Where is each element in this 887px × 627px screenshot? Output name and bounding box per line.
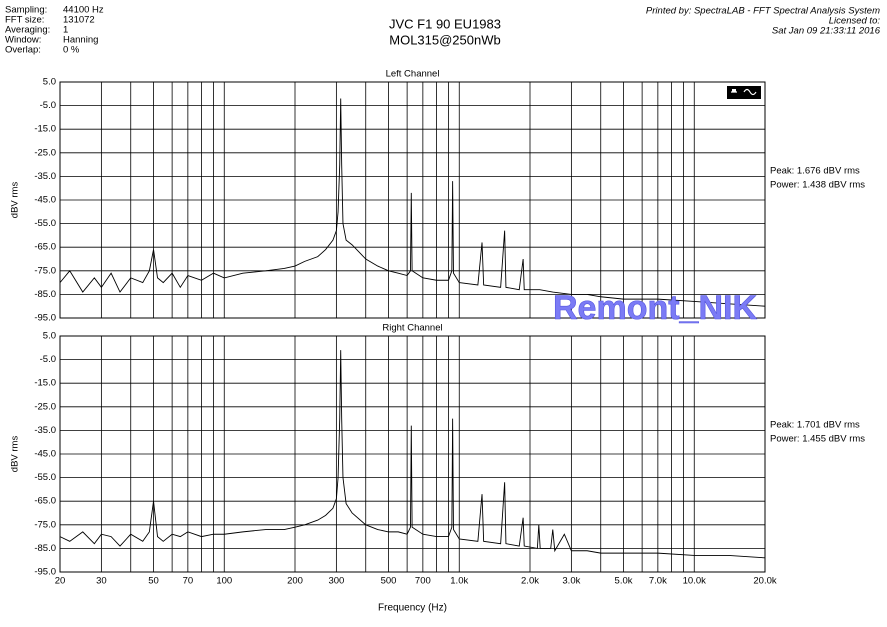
y-tick-label: -5.0 bbox=[40, 354, 56, 365]
y-tick-label: -15.0 bbox=[34, 378, 56, 389]
y-axis-label: dBV rms bbox=[10, 436, 21, 473]
setting-label: Sampling: bbox=[5, 5, 47, 16]
licensed: Licensed to: bbox=[829, 16, 881, 27]
setting-value: 131072 bbox=[63, 15, 95, 26]
spectrum-line bbox=[59, 98, 766, 307]
setting-label: Averaging: bbox=[5, 25, 50, 36]
y-tick-label: -75.0 bbox=[34, 519, 56, 530]
panel-title: Left Channel bbox=[386, 69, 440, 80]
y-tick-label: -35.0 bbox=[34, 171, 56, 182]
printed-by: Printed by: SpectraLAB - FFT Spectral An… bbox=[646, 6, 880, 17]
x-tick-label: 3.0k bbox=[562, 576, 580, 587]
x-tick-label: 20 bbox=[55, 576, 66, 587]
y-tick-label: -5.0 bbox=[40, 100, 56, 111]
x-tick-label: 30 bbox=[96, 576, 107, 587]
date: Sat Jan 09 21:33:11 2016 bbox=[772, 26, 881, 37]
setting-value: 1 bbox=[63, 25, 68, 36]
y-tick-label: 5.0 bbox=[43, 77, 56, 88]
y-axis-label: dBV rms bbox=[10, 182, 21, 219]
x-tick-label: 70 bbox=[183, 576, 194, 587]
setting-value: 44100 Hz bbox=[63, 5, 104, 16]
y-tick-label: -85.0 bbox=[34, 543, 56, 554]
x-tick-label: 100 bbox=[216, 576, 232, 587]
chart-subtitle: MOL315@250nWb bbox=[389, 32, 500, 47]
annotation: Peak: 1.701 dBV rms bbox=[770, 420, 860, 431]
y-tick-label: -15.0 bbox=[34, 124, 56, 135]
setting-label: Window: bbox=[5, 35, 41, 46]
annotation: Power: 1.438 dBV rms bbox=[770, 180, 865, 191]
y-tick-label: -95.0 bbox=[34, 567, 56, 578]
y-tick-label: -95.0 bbox=[34, 313, 56, 324]
x-tick-label: 2.0k bbox=[521, 576, 539, 587]
y-tick-label: -45.0 bbox=[34, 195, 56, 206]
setting-label: Overlap: bbox=[5, 45, 41, 56]
x-tick-label: 10.0k bbox=[683, 576, 706, 587]
x-tick-label: 7.0k bbox=[649, 576, 667, 587]
y-tick-label: -65.0 bbox=[34, 496, 56, 507]
legend-icon bbox=[727, 86, 761, 99]
x-axis-label: Frequency (Hz) bbox=[378, 603, 447, 614]
y-tick-label: -25.0 bbox=[34, 401, 56, 412]
y-tick-label: -45.0 bbox=[34, 449, 56, 460]
x-tick-label: 50 bbox=[148, 576, 159, 587]
panel-title: Right Channel bbox=[382, 323, 442, 334]
x-tick-label: 500 bbox=[381, 576, 397, 587]
annotation: Power: 1.455 dBV rms bbox=[770, 434, 865, 445]
annotation: Peak: 1.676 dBV rms bbox=[770, 166, 860, 177]
x-tick-label: 700 bbox=[415, 576, 431, 587]
x-tick-label: 300 bbox=[328, 576, 344, 587]
y-tick-label: -85.0 bbox=[34, 289, 56, 300]
y-tick-label: -55.0 bbox=[34, 218, 56, 229]
y-tick-label: -25.0 bbox=[34, 147, 56, 158]
setting-value: Hanning bbox=[63, 35, 98, 46]
y-tick-label: 5.0 bbox=[43, 331, 56, 342]
setting-value: 0 % bbox=[63, 45, 80, 56]
plot-frame bbox=[59, 81, 766, 319]
x-tick-label: 1.0k bbox=[450, 576, 468, 587]
y-tick-label: -55.0 bbox=[34, 472, 56, 483]
y-tick-label: -75.0 bbox=[34, 265, 56, 276]
plot-frame bbox=[59, 335, 766, 573]
x-tick-label: 5.0k bbox=[615, 576, 633, 587]
setting-label: FFT size: bbox=[5, 15, 44, 26]
y-tick-label: -65.0 bbox=[34, 242, 56, 253]
x-tick-label: 200 bbox=[287, 576, 303, 587]
spectrum-line bbox=[59, 350, 766, 559]
y-tick-label: -35.0 bbox=[34, 425, 56, 436]
watermark: Remont_NIK bbox=[553, 289, 757, 327]
x-tick-label: 20.0k bbox=[753, 576, 776, 587]
chart-title: JVC F1 90 EU1983 bbox=[389, 16, 501, 31]
